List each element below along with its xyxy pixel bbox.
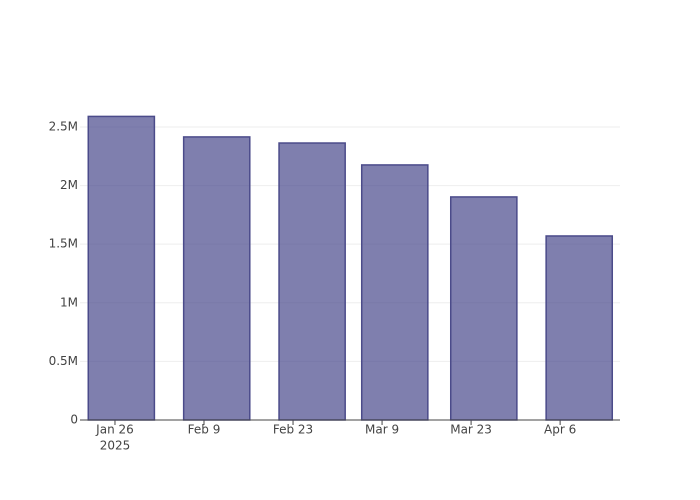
x-tick-label: Feb 9: [188, 423, 221, 437]
bar: [182, 136, 251, 421]
y-tick-label: 0.5M: [49, 354, 78, 368]
x-tick-label: Mar 23: [450, 423, 492, 437]
y-tick-label: 2M: [60, 178, 78, 192]
bar: [278, 142, 346, 421]
x-year-label: 2025: [100, 439, 131, 453]
x-tick-label: Feb 23: [273, 423, 313, 437]
x-tick-label: Mar 9: [365, 423, 399, 437]
x-tick-label: Jan 26: [95, 423, 134, 437]
x-tick-label: Apr 6: [544, 423, 576, 437]
y-tick-label: 0: [70, 413, 78, 427]
bar: [360, 164, 429, 421]
bar: [87, 115, 156, 421]
y-tick-label: 1M: [60, 295, 78, 309]
bar: [449, 196, 518, 421]
bar: [545, 235, 614, 421]
y-tick-label: 1.5M: [49, 237, 78, 251]
y-tick-label: 2.5M: [49, 119, 78, 133]
